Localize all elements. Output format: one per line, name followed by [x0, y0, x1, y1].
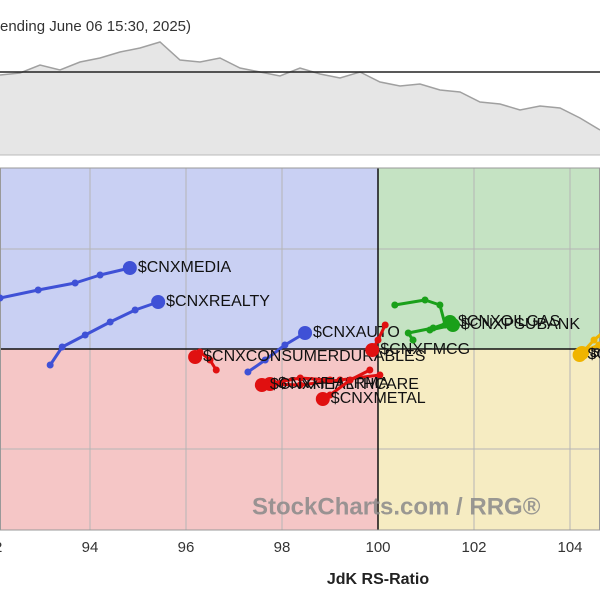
trail-head	[572, 348, 587, 362]
x-tick-label: 104	[557, 539, 582, 556]
trail-point	[421, 296, 429, 304]
x-tick-label: 100	[365, 539, 390, 556]
trail-point	[206, 356, 214, 364]
trail-point	[595, 341, 600, 349]
trail-point	[381, 321, 389, 329]
series-label: $CNXREALTY	[166, 293, 270, 310]
trail-point	[391, 301, 399, 309]
trail-point	[346, 376, 354, 384]
watermark: StockCharts.com / RRG®	[252, 493, 541, 520]
trail-head	[365, 343, 380, 357]
trail-head	[122, 261, 137, 275]
trail-point	[0, 294, 4, 302]
trail-point	[34, 286, 42, 294]
x-tick-label: 92	[0, 539, 2, 556]
trail-point	[244, 368, 252, 376]
trail-point	[366, 366, 374, 374]
benchmark-line	[0, 41, 600, 131]
trail-point	[212, 366, 220, 374]
trail-point	[71, 279, 79, 287]
trail-head	[188, 350, 203, 364]
trail-point	[436, 301, 444, 309]
x-tick-label: 98	[274, 539, 291, 556]
benchmark-area	[0, 42, 600, 155]
trail-point	[296, 374, 304, 382]
trail-point	[374, 336, 382, 344]
trail-point	[296, 381, 304, 389]
trail-point	[58, 343, 66, 351]
quadrant-weakening	[378, 349, 600, 530]
trail-point	[106, 318, 114, 326]
trail-head	[254, 378, 269, 392]
x-axis-label: JdK RS-Ratio	[327, 571, 429, 588]
trail-point	[326, 376, 334, 384]
series-label: $CNXFMCG	[380, 341, 470, 358]
series-label: $CNXBANK	[590, 344, 600, 361]
trail-head	[445, 318, 460, 332]
trail-point	[376, 371, 384, 379]
trail-head	[151, 295, 166, 309]
series-label: $CNXPSUBANK	[461, 316, 580, 333]
series-label: $CNXOILGAS	[458, 313, 560, 330]
rrg-panel: 92 94 96 98 100 102 104 StockCharts.com / RRG® $…	[0, 167, 600, 556]
trail-point	[426, 326, 434, 334]
series-label: $CNXMETAL	[331, 390, 426, 407]
trail-line	[394, 298, 454, 332]
benchmark-panel	[0, 41, 600, 156]
x-tick-label: 94	[82, 539, 99, 556]
trail-point	[96, 271, 104, 279]
trail-point	[81, 331, 89, 339]
x-tick-label: 102	[461, 539, 486, 556]
trail-line	[247, 331, 306, 374]
trail-point	[46, 361, 54, 369]
trail-point	[336, 376, 344, 384]
trail-point	[404, 329, 412, 337]
trail-line	[48, 300, 159, 366]
trail-line	[269, 373, 381, 387]
trail-point	[261, 356, 269, 364]
chart-subtitle: ending June 06 15:30, 2025)	[0, 18, 191, 35]
trail-point	[409, 336, 417, 344]
trail-point	[590, 336, 598, 344]
x-tick-label: 96	[178, 539, 195, 556]
trail-head	[315, 392, 330, 406]
trail-point	[281, 341, 289, 349]
trail-point	[131, 306, 139, 314]
trail-head	[298, 326, 313, 340]
quadrant-improving	[0, 168, 378, 349]
series-label: $CNXIT	[588, 346, 600, 363]
series-label: $CNXMEDIA	[138, 259, 232, 276]
quadrant-leading	[378, 168, 600, 349]
